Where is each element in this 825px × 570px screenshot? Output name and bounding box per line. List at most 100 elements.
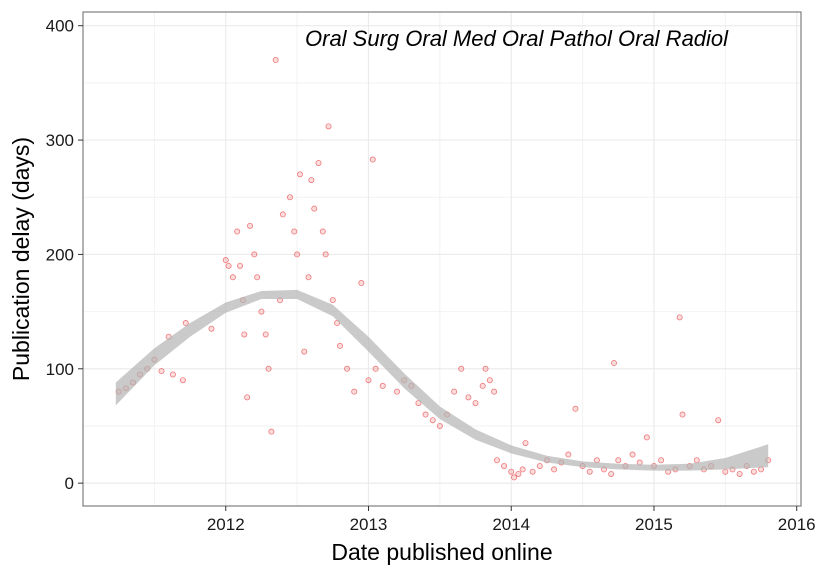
x-tick-label: 2012: [207, 515, 245, 534]
minor-grid: [83, 12, 801, 506]
data-point: [254, 274, 261, 281]
data-point: [229, 274, 236, 281]
data-point: [608, 470, 615, 477]
data-point: [336, 342, 343, 349]
data-point: [491, 388, 498, 395]
y-tick-label: 200: [46, 245, 74, 264]
data-point: [458, 365, 465, 372]
data-point: [536, 462, 543, 469]
data-point: [629, 451, 636, 458]
data-point: [258, 308, 265, 315]
data-point: [247, 222, 254, 229]
y-tick-label: 400: [46, 17, 74, 36]
data-point: [308, 177, 315, 184]
data-point: [611, 360, 618, 367]
data-point: [472, 400, 479, 407]
data-point: [572, 405, 579, 412]
data-point: [169, 371, 176, 378]
data-point: [225, 262, 232, 269]
journal-annotation: Oral Surg Oral Med Oral Pathol Oral Radi…: [305, 26, 729, 51]
data-point: [296, 171, 303, 178]
data-point: [301, 348, 308, 355]
major-grid: [83, 12, 801, 506]
data-point: [251, 251, 258, 258]
data-point: [272, 57, 279, 64]
x-tick-label: 2013: [350, 515, 388, 534]
data-point: [451, 388, 458, 395]
x-tick-label: 2014: [492, 515, 530, 534]
data-point: [179, 377, 186, 384]
data-point: [311, 205, 318, 212]
data-point: [351, 388, 358, 395]
y-tick-label: 0: [65, 474, 74, 493]
data-point: [519, 466, 526, 473]
data-point: [329, 297, 336, 304]
data-point: [294, 251, 301, 258]
data-point: [344, 365, 351, 372]
data-point: [715, 417, 722, 424]
data-point: [265, 365, 272, 372]
data-point: [758, 466, 765, 473]
data-point: [372, 365, 379, 372]
data-point: [322, 251, 329, 258]
data-point: [565, 451, 572, 458]
x-tick-labels: 2012 2013 2014 2015 2016: [207, 515, 816, 534]
data-point: [479, 382, 486, 389]
data-point: [511, 474, 518, 481]
y-tick-labels: 0 100 200 300 400: [46, 17, 74, 493]
plot-frame: [82, 11, 802, 507]
data-point: [551, 466, 558, 473]
data-point: [379, 382, 386, 389]
data-point: [679, 411, 686, 418]
x-tick-label: 2015: [635, 515, 673, 534]
data-point: [465, 394, 472, 401]
data-point: [529, 468, 536, 475]
data-point: [305, 274, 312, 281]
data-point: [508, 468, 515, 475]
data-point: [593, 457, 600, 464]
data-point: [436, 422, 443, 429]
plot-panel: [83, 12, 801, 506]
data-point: [319, 228, 326, 235]
data-point: [237, 262, 244, 269]
data-point: [315, 159, 322, 166]
data-point: [515, 470, 522, 477]
data-point: [522, 440, 529, 447]
data-point: [482, 365, 489, 372]
data-point: [369, 156, 376, 163]
data-point: [693, 457, 700, 464]
data-point: [241, 331, 248, 338]
data-point: [244, 394, 251, 401]
axis-ticks: [78, 25, 798, 511]
data-point: [658, 457, 665, 464]
y-axis-title: Publication delay (days): [8, 137, 34, 381]
data-point: [158, 368, 165, 375]
data-point: [722, 468, 729, 475]
data-point: [358, 280, 365, 287]
y-tick-label: 300: [46, 131, 74, 150]
data-point: [676, 314, 683, 321]
x-tick-label: 2016: [778, 515, 816, 534]
data-point: [493, 457, 500, 464]
data-point: [643, 434, 650, 441]
data-point: [365, 377, 372, 384]
data-point: [501, 462, 508, 469]
data-point: [429, 417, 436, 424]
data-point: [486, 377, 493, 384]
data-point: [234, 228, 241, 235]
data-point: [422, 411, 429, 418]
data-point: [286, 194, 293, 201]
data-point: [750, 468, 757, 475]
data-point: [182, 320, 189, 327]
data-point: [291, 228, 298, 235]
data-point: [615, 457, 622, 464]
data-point: [394, 388, 401, 395]
data-point: [736, 470, 743, 477]
data-point: [325, 123, 332, 130]
data-point: [279, 211, 286, 218]
y-tick-label: 100: [46, 360, 74, 379]
data-point: [586, 468, 593, 475]
x-axis-title: Date published online: [331, 539, 552, 565]
data-point: [208, 325, 215, 332]
